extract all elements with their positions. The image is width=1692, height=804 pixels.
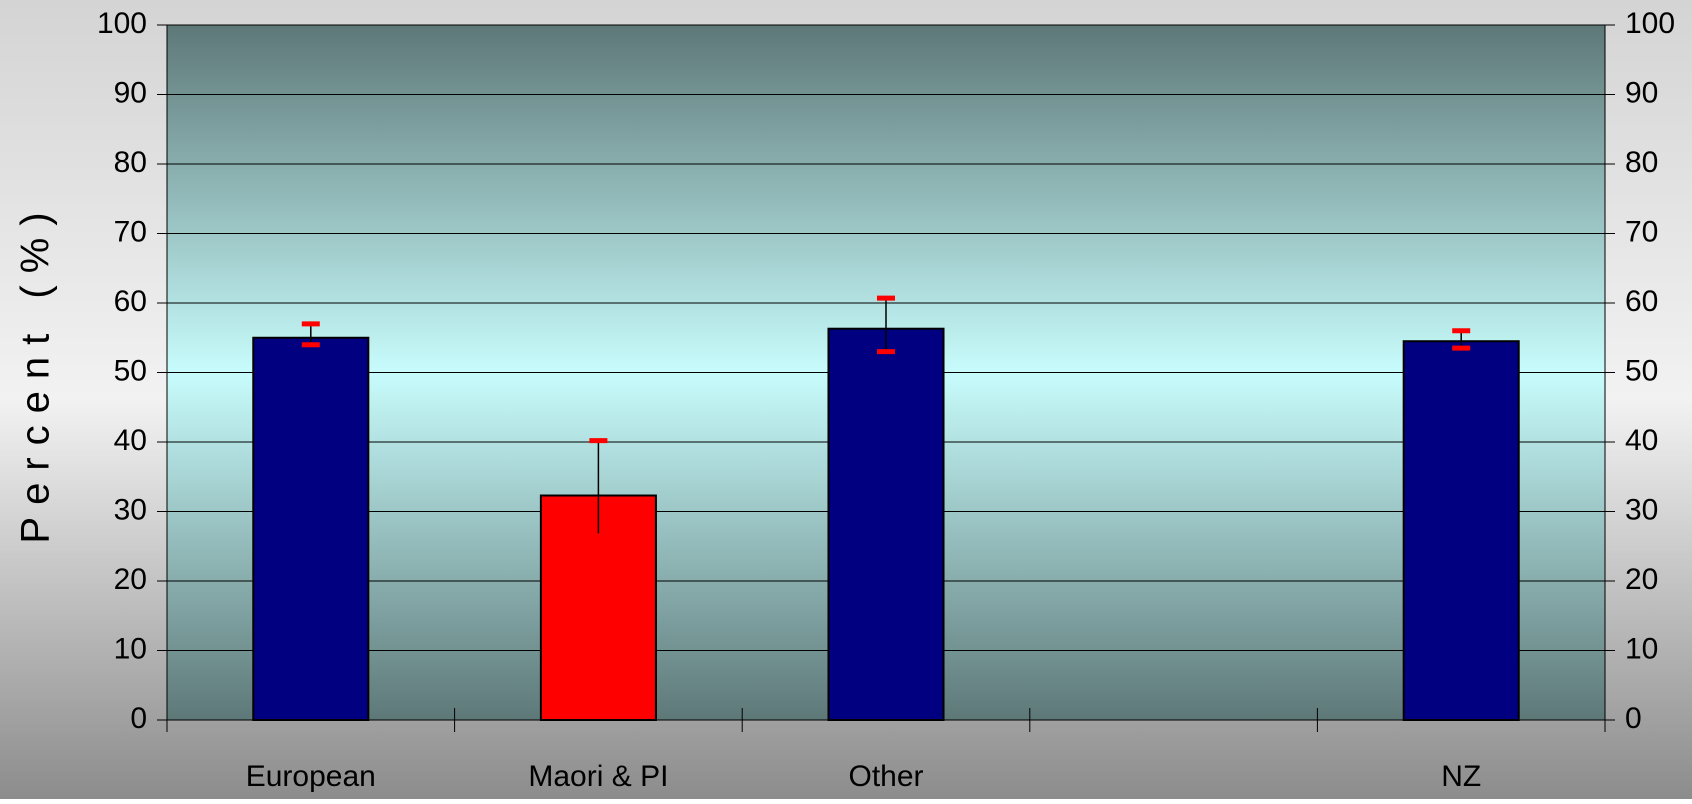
x-tick-label: NZ bbox=[1441, 760, 1481, 793]
y-tick-label: 40 bbox=[114, 424, 147, 457]
y-tick-label: 30 bbox=[114, 493, 147, 526]
y-tick-label: 0 bbox=[130, 702, 147, 735]
y-tick-label: 60 bbox=[114, 285, 147, 318]
y2-tick-label: 20 bbox=[1625, 563, 1658, 596]
y-tick-label: 100 bbox=[97, 7, 147, 40]
y2-tick-label: 0 bbox=[1625, 702, 1642, 735]
bar bbox=[252, 336, 370, 721]
y2-tick-label: 90 bbox=[1625, 76, 1658, 109]
bar bbox=[827, 327, 945, 721]
y-tick-label: 50 bbox=[114, 354, 147, 387]
x-tick-label: Other bbox=[848, 760, 923, 793]
y2-tick-label: 70 bbox=[1625, 215, 1658, 248]
y-tick-label: 80 bbox=[114, 146, 147, 179]
y-tick-label: 20 bbox=[114, 563, 147, 596]
bar bbox=[1402, 340, 1520, 721]
y2-tick-label: 40 bbox=[1625, 424, 1658, 457]
y-axis-label: Percent (%) bbox=[14, 200, 58, 543]
y-tick-label: 90 bbox=[114, 76, 147, 109]
y2-tick-label: 80 bbox=[1625, 146, 1658, 179]
y-tick-label: 70 bbox=[114, 215, 147, 248]
y2-tick-label: 30 bbox=[1625, 493, 1658, 526]
y2-tick-label: 60 bbox=[1625, 285, 1658, 318]
y2-tick-label: 100 bbox=[1625, 7, 1675, 40]
y-tick-label: 10 bbox=[114, 632, 147, 665]
x-tick-label: European bbox=[246, 760, 376, 793]
x-tick-label: Maori & PI bbox=[528, 760, 668, 793]
y2-tick-label: 50 bbox=[1625, 354, 1658, 387]
y2-tick-label: 10 bbox=[1625, 632, 1658, 665]
